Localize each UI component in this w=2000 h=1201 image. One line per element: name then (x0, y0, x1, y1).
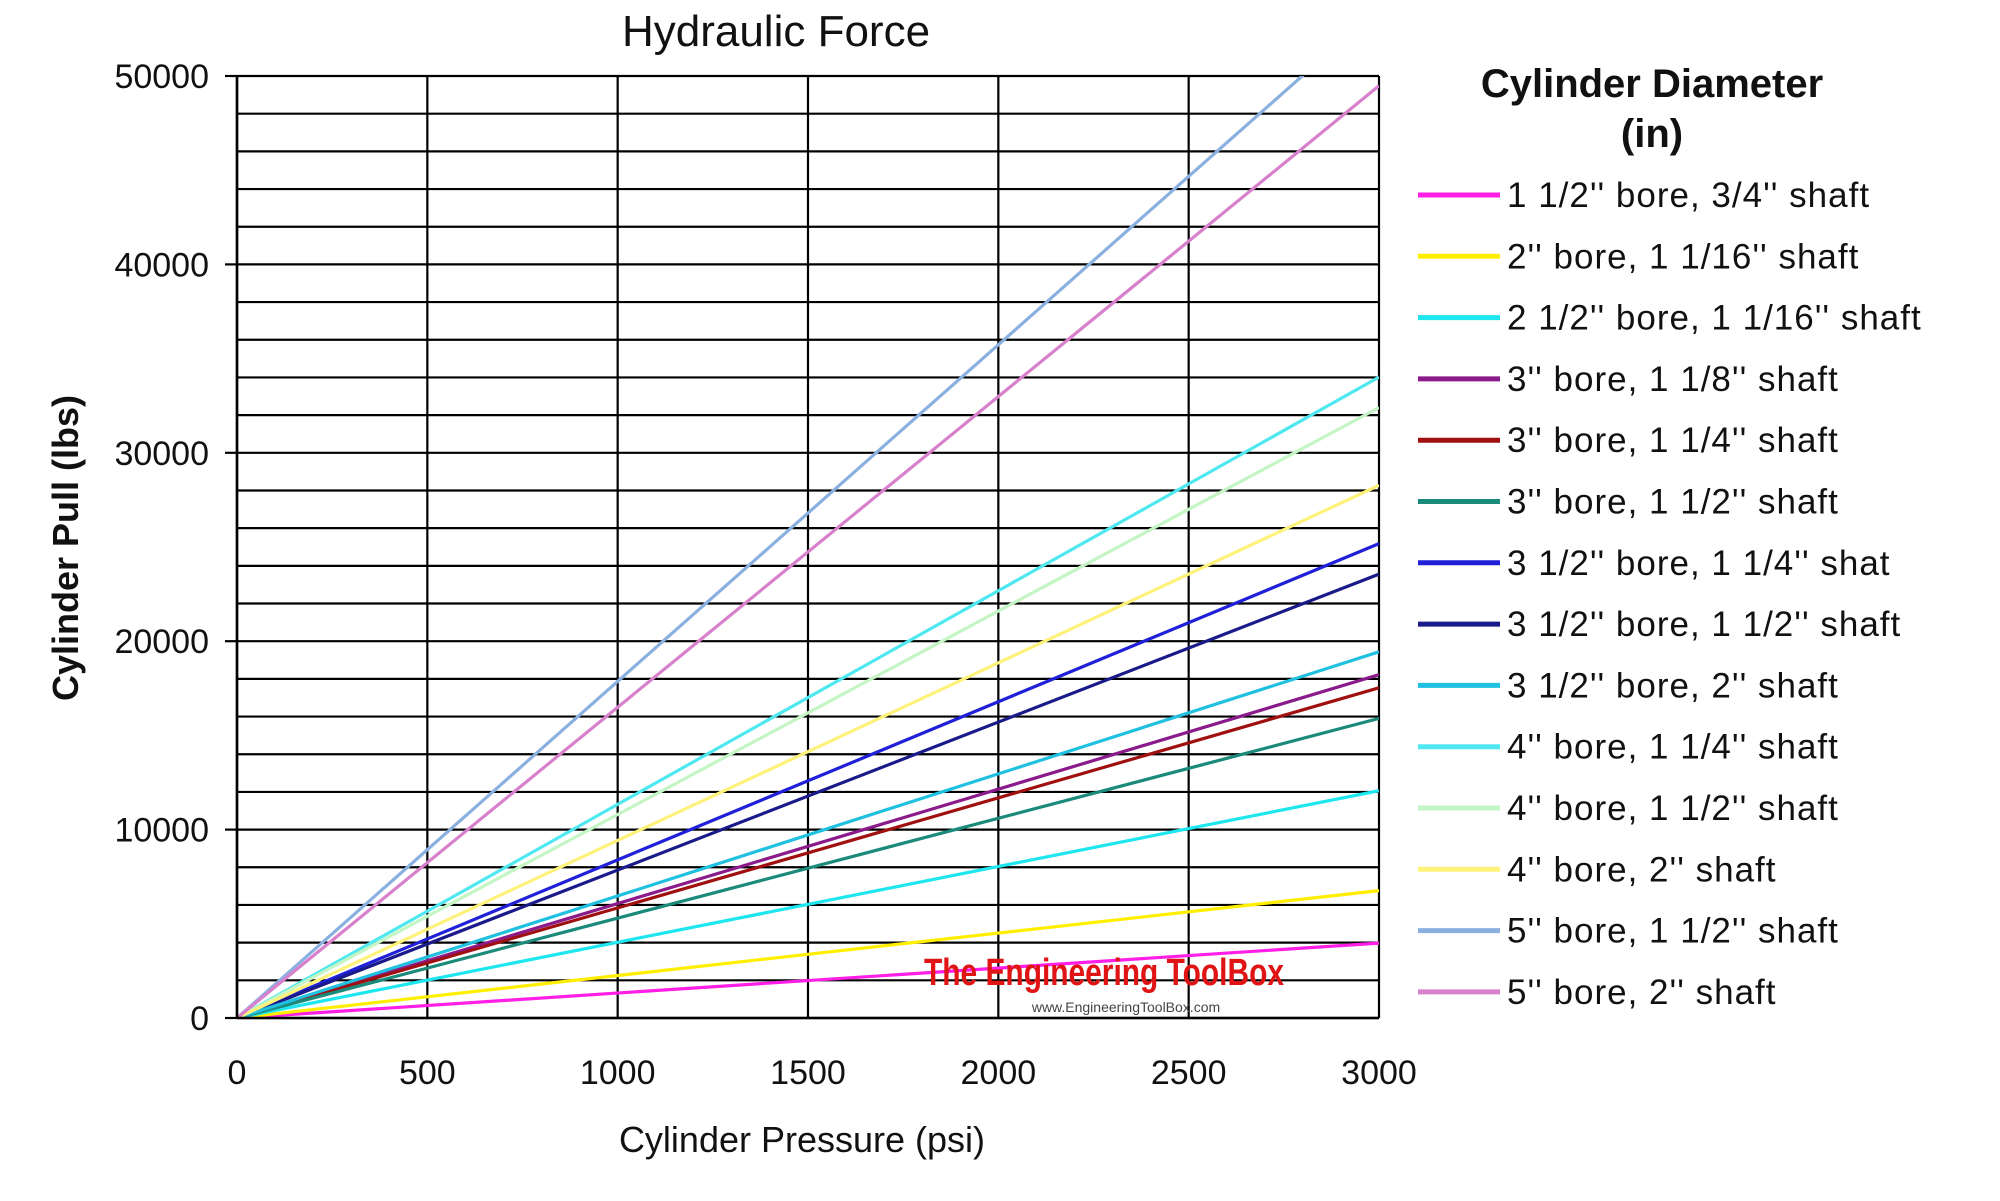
series-line-6 (237, 716, 1379, 1018)
legend-label-9: 3 1/2'' bore, 2'' shaft (1507, 666, 1839, 705)
series-line-3 (237, 789, 1379, 1018)
legend-label-4: 3'' bore, 1 1/8'' shaft (1507, 360, 1839, 399)
series-line-8 (237, 572, 1379, 1018)
y-tick-label: 30000 (114, 435, 209, 473)
legend-label-5: 3'' bore, 1 1/4'' shaft (1507, 421, 1839, 460)
series-line-4 (237, 673, 1379, 1018)
series-line-14 (237, 84, 1379, 1018)
legend-label-10: 4'' bore, 1 1/4'' shaft (1507, 728, 1839, 767)
legend-label-14: 5'' bore, 2'' shaft (1507, 973, 1777, 1012)
series-line-9 (237, 650, 1379, 1018)
series-line-10 (237, 375, 1379, 1018)
legend-label-13: 5'' bore, 1 1/2'' shaft (1507, 912, 1839, 951)
legend-label-7: 3 1/2'' bore, 1 1/4'' shat (1507, 544, 1891, 583)
watermark-logo: The Engineering ToolBox www.EngineeringT… (924, 952, 1284, 1015)
legend-items: 1 1/2'' bore, 3/4'' shaft 2'' bore, 1 1/1… (1418, 176, 1922, 1012)
x-tick-label: 500 (399, 1054, 456, 1092)
legend-label-11: 4'' bore, 1 1/2'' shaft (1507, 789, 1839, 828)
legend-label-1: 1 1/2'' bore, 3/4'' shaft (1507, 176, 1870, 215)
x-axis-ticks: 0 500 1000 1500 2000 2500 3000 (228, 1054, 1417, 1092)
x-tick-label: 2000 (961, 1054, 1037, 1092)
series-line-12 (237, 483, 1379, 1018)
y-axis-ticks: 0 10000 20000 30000 40000 50000 (114, 58, 237, 1038)
series-line-1 (237, 941, 1379, 1018)
y-tick-label: 10000 (114, 812, 209, 850)
x-tick-label: 2500 (1151, 1054, 1227, 1092)
series-line-13 (237, 76, 1305, 1018)
x-tick-label: 1500 (770, 1054, 846, 1092)
x-tick-label: 1000 (580, 1054, 656, 1092)
watermark-title: The Engineering ToolBox (924, 952, 1284, 994)
y-tick-label: 40000 (114, 246, 209, 284)
y-axis-label: Cylinder Pull (lbs) (45, 395, 86, 701)
series-lines (237, 76, 1379, 1018)
legend: Cylinder Diameter (in) 1 1/2'' bore, 3/4… (1418, 62, 1922, 1012)
legend-label-8: 3 1/2'' bore, 1 1/2'' shaft (1507, 605, 1901, 644)
legend-label-3: 2 1/2'' bore, 1 1/16'' shaft (1507, 299, 1922, 338)
legend-label-6: 3'' bore, 1 1/2'' shaft (1507, 483, 1839, 522)
chart-title: Hydraulic Force (622, 7, 930, 56)
series-line-5 (237, 686, 1379, 1018)
y-tick-label: 50000 (114, 58, 209, 96)
x-tick-label: 3000 (1341, 1054, 1417, 1092)
legend-label-12: 4'' bore, 2'' shaft (1507, 850, 1777, 889)
x-tick-label: 0 (228, 1054, 247, 1092)
legend-title-line2: (in) (1621, 112, 1683, 156)
x-axis-label: Cylinder Pressure (psi) (619, 1119, 985, 1160)
legend-label-2: 2'' bore, 1 1/16'' shaft (1507, 237, 1859, 276)
series-line-2 (237, 889, 1379, 1018)
legend-title-line1: Cylinder Diameter (1481, 62, 1823, 106)
y-tick-label: 20000 (114, 623, 209, 661)
y-tick-label: 0 (190, 1000, 209, 1038)
plot-frame (235, 76, 1379, 1020)
series-line-11 (237, 406, 1379, 1018)
watermark-url: www.EngineeringToolBox.com (1031, 999, 1220, 1015)
series-line-7 (237, 542, 1379, 1018)
